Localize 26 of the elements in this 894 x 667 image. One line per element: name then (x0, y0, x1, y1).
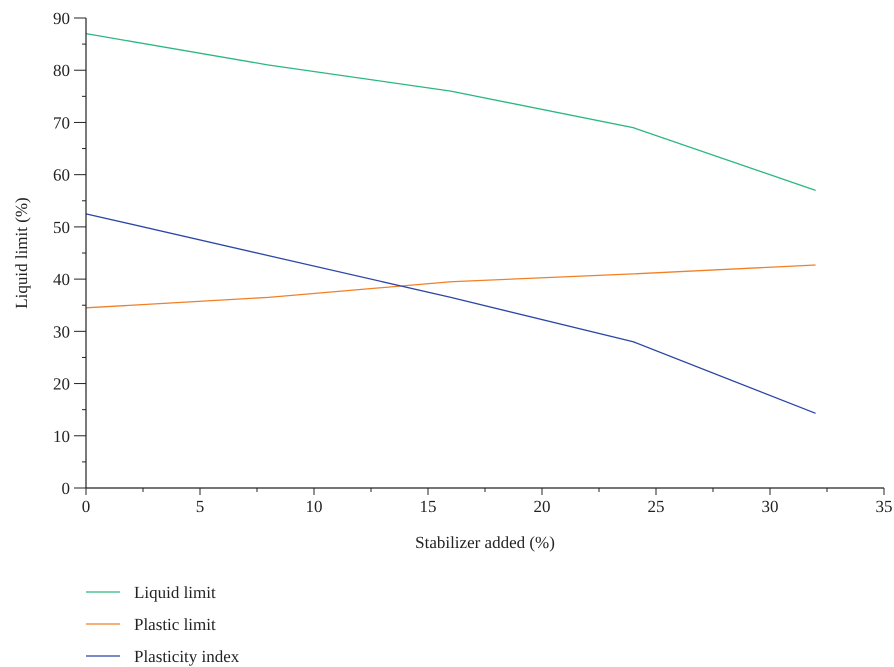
x-tick-label: 0 (82, 497, 90, 516)
legend-label: Plastic limit (134, 615, 216, 634)
x-tick-label: 15 (420, 497, 436, 516)
x-tick-label: 10 (306, 497, 322, 516)
y-tick-label: 40 (53, 270, 70, 290)
y-tick-label: 10 (53, 426, 70, 446)
x-axis-title: Stabilizer added (%) (415, 533, 555, 552)
y-tick-label: 20 (53, 374, 70, 394)
y-tick-label: 30 (53, 322, 70, 342)
x-tick-label: 35 (876, 497, 892, 516)
y-tick-label: 70 (53, 113, 70, 132)
y-tick-label: 80 (53, 61, 70, 80)
line-series (85, 33, 816, 191)
y-tick-label: 50 (53, 218, 70, 237)
line-series (85, 264, 816, 308)
y-tick-label: 60 (53, 166, 70, 185)
x-tick-label: 5 (196, 497, 204, 516)
line-series (85, 213, 816, 414)
y-axis-title: Liquid limit (%) (12, 197, 31, 309)
x-tick-label: 25 (648, 497, 664, 516)
x-tick-label: 30 (762, 497, 778, 516)
legend-label: Liquid limit (134, 583, 216, 602)
y-tick-label: 90 (53, 9, 70, 28)
x-tick-label: 20 (534, 497, 550, 516)
y-tick-label: 0 (62, 479, 70, 498)
legend-label: Plasticity index (134, 647, 240, 666)
